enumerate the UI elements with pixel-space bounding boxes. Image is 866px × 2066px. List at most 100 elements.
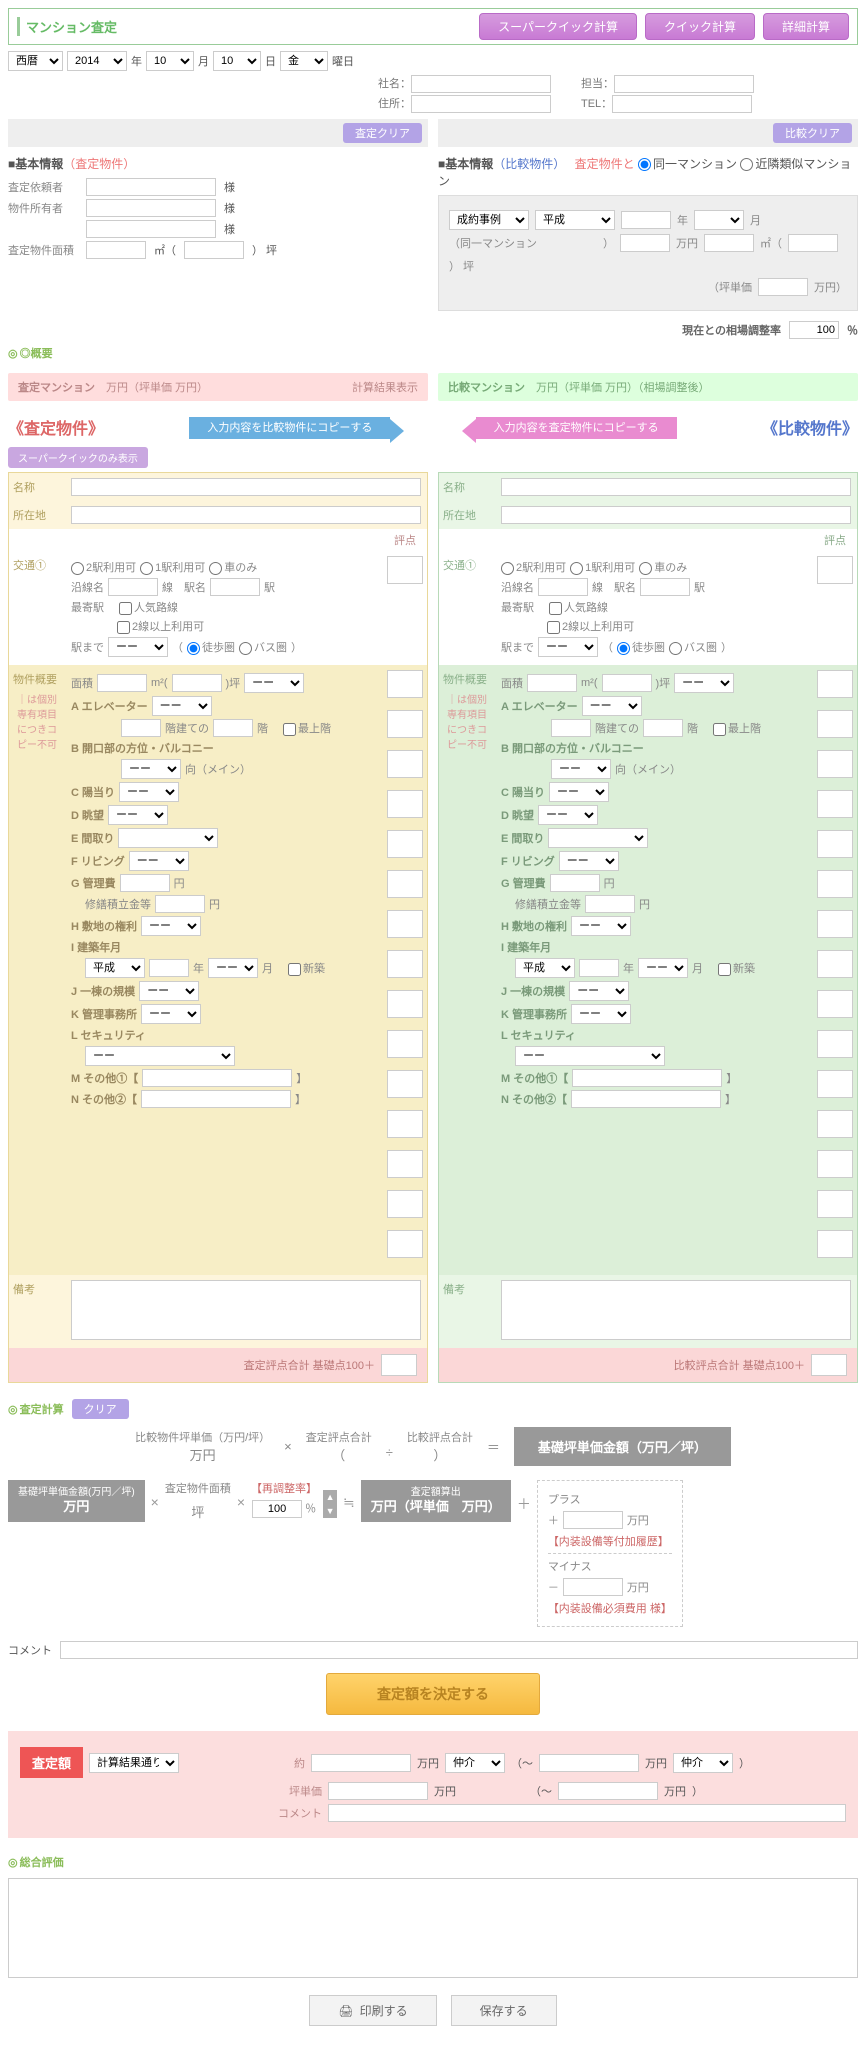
satei-amount2-input[interactable] [539,1754,639,1772]
remark-textarea[interactable] [71,1280,421,1340]
satei-comment-input[interactable] [328,1804,846,1822]
assess-col-title: 《査定物件》 [8,415,104,439]
score-input[interactable] [817,1030,853,1058]
score-input[interactable] [817,950,853,978]
score-input[interactable] [387,750,423,778]
year-label: 年 [131,53,142,69]
save-button[interactable]: 保存する [451,1995,557,2026]
summary-left-label: 査定マンション [18,382,95,394]
quick-calc-button[interactable]: クイック計算 [645,13,755,40]
readjust-rate-input[interactable] [252,1500,302,1518]
score-total[interactable] [811,1354,847,1376]
calc-comment-input[interactable] [60,1641,858,1659]
day-select[interactable]: 10 [213,51,261,71]
comp-price-input[interactable] [620,234,670,252]
score-input[interactable] [817,710,853,738]
person-input[interactable] [614,75,754,93]
print-button[interactable]: 🖨印刷する [309,1995,436,2026]
score-input[interactable] [817,1190,853,1218]
score-input[interactable] [817,750,853,778]
name-input[interactable] [71,478,421,496]
detail-calc-button[interactable]: 詳細計算 [763,13,849,40]
requester-input[interactable] [86,178,216,196]
score-input[interactable] [817,870,853,898]
area-sqm-input[interactable] [86,241,146,259]
super-quick-calc-button[interactable]: スーパークイック計算 [479,13,637,40]
comp-era-select[interactable]: 平成 [535,210,615,230]
addr-input[interactable] [411,95,551,113]
remark-textarea[interactable] [501,1280,851,1340]
score-input[interactable] [387,710,423,738]
score-input[interactable] [817,1110,853,1138]
owner2-input[interactable] [86,220,216,238]
assess-clear-button[interactable]: 査定クリア [343,123,422,143]
score-input[interactable] [387,790,423,818]
fee1-select[interactable]: 仲介 [445,1753,505,1773]
score-input[interactable] [817,1230,853,1258]
score-input[interactable] [387,1150,423,1178]
copy-to-compare-button[interactable]: 入力内容を比較物件にコピーする [189,417,390,439]
score-input[interactable] [387,910,423,938]
super-quick-only-tag[interactable]: スーパークイックのみ表示 [8,447,148,468]
score-input[interactable] [387,870,423,898]
same-mansion-radio[interactable]: 同一マンション [638,157,737,171]
satei-amount-input[interactable] [311,1754,411,1772]
score-input[interactable] [817,790,853,818]
minus-input[interactable] [563,1578,623,1596]
location-input[interactable] [501,506,851,524]
score-input[interactable] [387,1070,423,1098]
score-input[interactable] [387,1110,423,1138]
tsubo1-input[interactable] [328,1782,428,1800]
score-input[interactable] [817,990,853,1018]
company-input[interactable] [411,75,551,93]
location-input[interactable] [71,506,421,524]
score-input[interactable] [387,830,423,858]
case-select[interactable]: 成約事例 [449,210,529,230]
score-input[interactable] [387,1230,423,1258]
score-input[interactable] [817,910,853,938]
area-label: 査定物件面積 [8,242,78,258]
rate-down-button[interactable]: ▼ [323,1504,337,1518]
comp-year-input[interactable] [621,211,671,229]
owner1-input[interactable] [86,199,216,217]
compare-clear-button[interactable]: 比較クリア [773,123,852,143]
comp-tsubo-input[interactable] [788,234,838,252]
rate-input[interactable] [789,321,839,339]
calc-clear-button[interactable]: クリア [72,1399,129,1419]
summary-right-label: 比較マンション [448,382,525,394]
compare-col-title: 《比較物件》 [762,415,858,439]
score-input[interactable] [387,670,423,698]
satei-mode-select[interactable]: 計算結果通り [89,1753,179,1773]
score-input[interactable] [817,1070,853,1098]
month-select[interactable]: 10 [146,51,194,71]
score-input[interactable] [817,830,853,858]
rate-up-button[interactable]: ▲ [323,1490,337,1504]
month-label: 月 [198,53,209,69]
decide-button[interactable]: 査定額を決定する [326,1673,540,1715]
era-select[interactable]: 西暦 [8,51,63,71]
name-input[interactable] [501,478,851,496]
score-input[interactable] [387,990,423,1018]
score-total[interactable] [381,1354,417,1376]
score-input[interactable] [387,950,423,978]
score-traffic[interactable] [817,556,853,584]
year-select[interactable]: 2014 [67,51,127,71]
tsubo2-input[interactable] [558,1782,658,1800]
tel-input[interactable] [612,95,752,113]
score-input[interactable] [387,1030,423,1058]
score-input[interactable] [817,670,853,698]
copy-to-assess-button[interactable]: 入力内容を査定物件にコピーする [476,417,677,439]
comp-tsubo-price-input[interactable] [758,278,808,296]
dow-select[interactable]: 金 [280,51,328,71]
overall-textarea[interactable] [8,1878,858,1978]
score-traffic[interactable] [387,556,423,584]
comp-sqm-input[interactable] [704,234,754,252]
plus-input[interactable] [563,1511,623,1529]
score-input[interactable] [817,1150,853,1178]
fee2-select[interactable]: 仲介 [673,1753,733,1773]
rate-label: 現在との相場調整率 [682,322,781,338]
area-tsubo-input[interactable] [184,241,244,259]
page-title: マンション査定 [17,17,117,36]
score-input[interactable] [387,1190,423,1218]
comp-month-select[interactable] [694,210,744,230]
